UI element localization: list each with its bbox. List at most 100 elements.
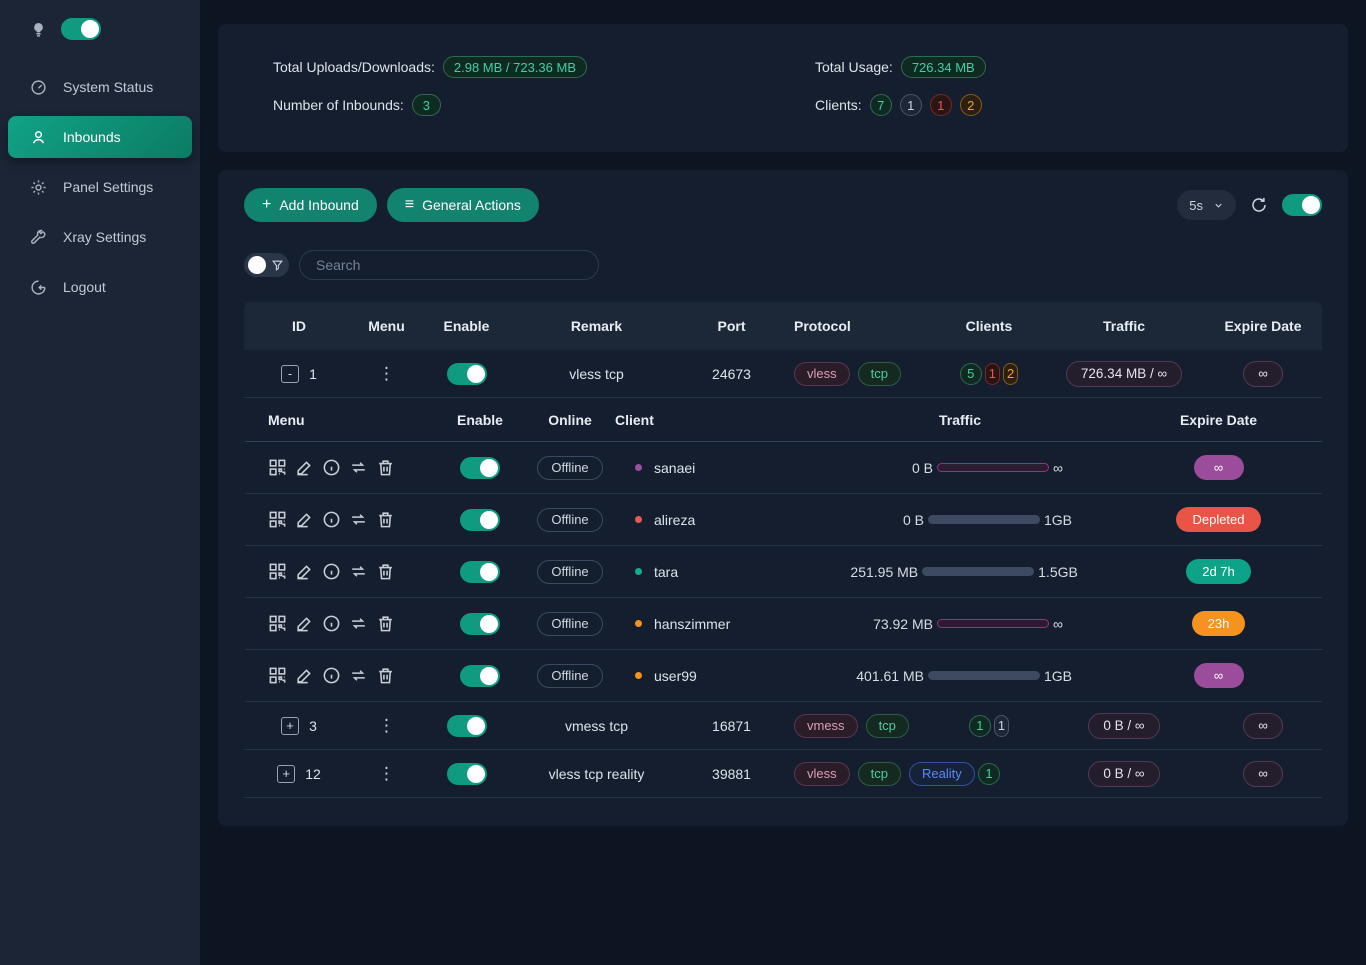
client-enable-toggle[interactable]	[460, 560, 500, 583]
plus-icon: +	[262, 196, 272, 213]
search-row	[244, 250, 1322, 280]
qr-code-icon[interactable]	[268, 666, 287, 685]
menu-lines-icon: ≡	[404, 196, 415, 213]
inbound-expire-badge: ∞	[1243, 712, 1283, 739]
inbounds-panel: + Add Inbound ≡ General Actions 5s	[218, 170, 1348, 826]
edit-icon[interactable]	[295, 458, 314, 477]
edit-icon[interactable]	[295, 614, 314, 633]
clients-count-expiring: 2	[959, 94, 982, 116]
info-icon[interactable]	[322, 666, 341, 685]
search-input[interactable]	[299, 250, 599, 280]
qr-code-icon[interactable]	[268, 614, 287, 633]
inbound-enable-toggle[interactable]	[446, 362, 487, 385]
auto-refresh-toggle[interactable]	[1282, 194, 1322, 216]
edit-icon[interactable]	[295, 562, 314, 581]
user-icon	[30, 129, 47, 146]
protocol-badge: vless	[794, 361, 850, 386]
toolbar: + Add Inbound ≡ General Actions 5s	[244, 188, 1322, 222]
inbound-enable-toggle[interactable]	[446, 762, 487, 785]
total-updown-label: Total Uploads/Downloads:	[273, 59, 435, 75]
info-icon[interactable]	[322, 614, 341, 633]
client-color-dot	[635, 568, 642, 575]
inbound-remark: vmess tcp	[564, 717, 628, 734]
client-color-dot	[635, 464, 642, 471]
stats-card: Total Uploads/Downloads: 2.98 MB / 723.3…	[218, 24, 1348, 152]
add-inbound-button[interactable]: + Add Inbound	[244, 188, 377, 222]
wrench-icon	[30, 229, 47, 246]
qr-code-icon[interactable]	[268, 458, 287, 477]
client-color-dot	[635, 516, 642, 523]
delete-icon[interactable]	[376, 562, 395, 581]
sidebar-item-logout[interactable]: Logout	[0, 266, 200, 308]
traffic-limit: 1GB	[1043, 667, 1072, 684]
expand-row-button[interactable]: +	[277, 764, 296, 783]
delete-icon[interactable]	[376, 458, 395, 477]
total-usage-label: Total Usage:	[815, 59, 893, 75]
clients-count-depleted: 1	[929, 94, 952, 116]
client-expire-badge: Depleted	[1176, 507, 1261, 532]
client-name: alireza	[654, 511, 696, 528]
client-enable-toggle[interactable]	[460, 508, 500, 531]
edit-icon[interactable]	[295, 666, 314, 685]
client-enable-toggle[interactable]	[460, 612, 500, 635]
protocol-badge: vless	[794, 761, 850, 786]
info-icon[interactable]	[322, 458, 341, 477]
edit-icon[interactable]	[295, 510, 314, 529]
dark-mode-toggle[interactable]	[61, 18, 101, 40]
client-enable-toggle[interactable]	[460, 664, 500, 687]
traffic-used: 73.92 MB	[873, 615, 933, 632]
client-name: tara	[654, 563, 679, 580]
sidebar-item-xray-settings[interactable]: Xray Settings	[0, 216, 200, 258]
client-count-badge: 1	[984, 362, 1000, 385]
inbound-enable-toggle[interactable]	[446, 714, 487, 737]
inbound-remark: vless tcp reality	[548, 765, 645, 782]
client-enable-toggle[interactable]	[460, 456, 500, 479]
expand-row-button[interactable]: +	[281, 716, 300, 735]
clients-label: Clients:	[815, 97, 862, 113]
info-icon[interactable]	[322, 562, 341, 581]
reset-traffic-icon[interactable]	[349, 614, 368, 633]
reset-traffic-icon[interactable]	[349, 458, 368, 477]
delete-icon[interactable]	[376, 510, 395, 529]
traffic-used: 0 B	[902, 511, 924, 528]
client-count-badge: 1	[968, 714, 991, 737]
client-expire-badge: ∞	[1193, 663, 1244, 688]
online-status-badge: Offline	[537, 455, 603, 480]
inbound-traffic-badge: 726.34 MB / ∞	[1065, 360, 1183, 387]
collapse-row-button[interactable]: -	[281, 364, 300, 383]
inbound-id: 3	[309, 717, 317, 734]
traffic-bar	[927, 515, 1040, 524]
sidebar-item-panel-settings[interactable]: Panel Settings	[0, 166, 200, 208]
sidebar-item-label: Xray Settings	[63, 229, 147, 245]
online-status-badge: Offline	[537, 663, 603, 688]
reset-traffic-icon[interactable]	[349, 510, 368, 529]
theme-row	[0, 18, 200, 58]
table-row: + 3 ⋮ vmess tcp 16871 vmess tcp 1 1	[244, 702, 1322, 750]
sidebar-item-label: Logout	[63, 279, 106, 295]
refresh-icon[interactable]	[1250, 196, 1268, 214]
client-color-dot	[635, 620, 642, 627]
subtable-header: Menu Enable Online Client Traffic Expire…	[245, 398, 1322, 442]
general-actions-button[interactable]: ≡ General Actions	[386, 188, 539, 222]
sidebar-item-inbounds[interactable]: Inbounds	[8, 116, 192, 158]
qr-code-icon[interactable]	[268, 562, 287, 581]
table-row: - 1 ⋮ vless tcp 24673 vless tcp 5 1 2	[244, 350, 1322, 398]
sidebar-item-system-status[interactable]: System Status	[0, 66, 200, 108]
delete-icon[interactable]	[376, 666, 395, 685]
refresh-interval-select[interactable]: 5s	[1177, 190, 1236, 220]
delete-icon[interactable]	[376, 614, 395, 633]
row-menu-icon[interactable]: ⋮	[378, 363, 395, 383]
reset-traffic-icon[interactable]	[349, 666, 368, 685]
info-icon[interactable]	[322, 510, 341, 529]
protocol-badge: tcp	[857, 761, 901, 786]
filter-toggle[interactable]	[244, 253, 289, 277]
filter-icon	[271, 259, 284, 272]
inbounds-count-value: 3	[411, 94, 441, 116]
row-menu-icon[interactable]: ⋮	[378, 763, 395, 783]
online-status-badge: Offline	[537, 611, 603, 636]
row-menu-icon[interactable]: ⋮	[378, 715, 395, 735]
qr-code-icon[interactable]	[268, 510, 287, 529]
client-count-badge: 2	[1003, 362, 1019, 385]
reset-traffic-icon[interactable]	[349, 562, 368, 581]
